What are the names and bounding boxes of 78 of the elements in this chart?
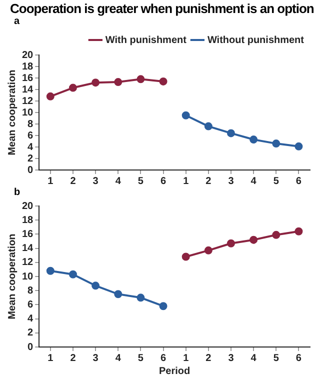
- point: [136, 75, 145, 84]
- point: [68, 84, 77, 92]
- y-tick-label: 0: [28, 164, 34, 176]
- x-tick-label: 6: [160, 176, 166, 187]
- point: [294, 142, 303, 150]
- y-tick-label: 12: [22, 96, 34, 107]
- x-tick-label: 4: [115, 176, 122, 187]
- x-tick-label: 3: [228, 352, 234, 364]
- legend-label: With punishment: [105, 34, 188, 46]
- y-tick-label: 8: [28, 118, 34, 130]
- x-axis-title: Period: [159, 366, 190, 377]
- y-tick-label: 10: [22, 107, 34, 118]
- point: [114, 78, 122, 86]
- point: [250, 136, 258, 144]
- y-tick-label: 2: [28, 328, 34, 339]
- y-tick-label: 6: [28, 130, 34, 142]
- point: [114, 290, 122, 298]
- x-tick-label: 1: [48, 176, 54, 187]
- y-tick-label: 16: [22, 72, 34, 84]
- point: [68, 270, 77, 278]
- x-tick-label: 2: [206, 176, 212, 187]
- x-tick-label: 5: [273, 352, 280, 364]
- point: [182, 111, 190, 120]
- point: [182, 252, 190, 261]
- point: [204, 246, 212, 254]
- y-tick-label: 18: [22, 214, 34, 226]
- point: [159, 77, 168, 86]
- point: [250, 236, 258, 244]
- x-tick-label: 3: [228, 176, 234, 187]
- y-tick-label: 8: [28, 285, 34, 296]
- point: [92, 282, 100, 290]
- point: [92, 78, 100, 87]
- x-tick-label: 3: [92, 352, 99, 364]
- x-tick-label: 4: [115, 352, 122, 364]
- y-tick-label: 14: [22, 243, 34, 254]
- x-tick-label: 4: [250, 176, 257, 187]
- point: [294, 227, 303, 236]
- y-tick-label: 10: [22, 271, 34, 282]
- y-tick-label: 20: [22, 200, 34, 212]
- y-tick-label: 6: [28, 299, 34, 310]
- x-tick-label: 1: [183, 352, 190, 364]
- point: [272, 230, 280, 239]
- x-tick-label: 5: [138, 176, 144, 187]
- x-tick-label: 2: [206, 352, 212, 364]
- point: [159, 302, 168, 310]
- x-tick-label: 6: [160, 352, 166, 364]
- x-tick-label: 3: [92, 176, 99, 187]
- y-tick-label: 20: [22, 50, 34, 61]
- point: [136, 294, 145, 302]
- point: [204, 122, 212, 130]
- y-tick-label: 0: [28, 342, 34, 353]
- chart-title: b: [13, 187, 22, 198]
- y-tick-label: 14: [22, 84, 34, 96]
- point: [46, 92, 54, 100]
- y-tick-label: 18: [22, 61, 34, 72]
- y-axis-title: Mean cooperation: [6, 234, 18, 320]
- chart-subtitle: a: [13, 16, 21, 27]
- y-tick-label: 4: [28, 142, 34, 153]
- x-tick-label: 5: [273, 176, 280, 187]
- chart-title: Cooperation is greater when punishment is an option: [9, 0, 315, 17]
- x-tick-label: 2: [70, 176, 76, 187]
- x-tick-label: 5: [138, 352, 144, 364]
- y-tick-label: 4: [28, 314, 34, 325]
- point: [226, 129, 235, 138]
- x-tick-label: 4: [250, 352, 257, 364]
- x-tick-label: 6: [296, 176, 302, 187]
- point: [46, 266, 54, 275]
- y-tick-label: 12: [22, 257, 34, 268]
- x-tick-label: 1: [183, 176, 190, 187]
- y-tick-label: 2: [28, 153, 34, 164]
- x-tick-label: 6: [296, 352, 302, 364]
- y-tick-label: 16: [22, 228, 34, 240]
- legend-label: Without punishment: [207, 34, 305, 46]
- x-tick-label: 1: [48, 352, 54, 364]
- point: [226, 239, 235, 248]
- y-axis-title: Mean cooperation: [6, 70, 18, 156]
- point: [272, 140, 280, 148]
- x-tick-label: 2: [70, 352, 76, 364]
